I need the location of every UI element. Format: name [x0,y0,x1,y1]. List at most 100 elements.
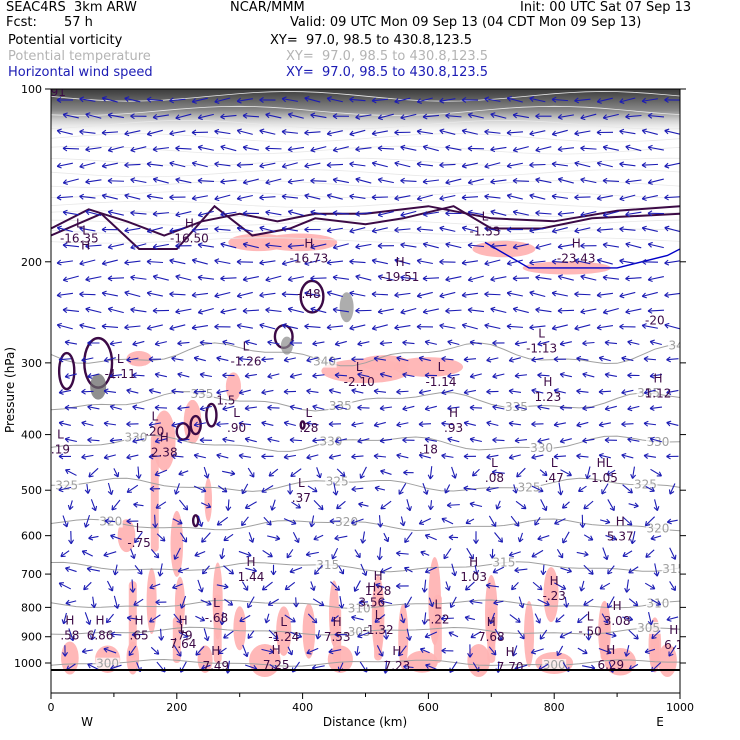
wind-vector-shaft [647,309,665,312]
wind-vector-head [580,242,585,249]
wind-vector [236,194,253,202]
wind-vector-head [461,225,467,232]
wind-vector-head [148,356,154,363]
wind-vector-shaft [372,130,388,135]
wind-vector-shaft [57,129,73,135]
theta-contour-label: 315 [492,556,515,570]
wind-vector-head [132,404,138,411]
wind-vector [261,453,274,460]
wind-vector-head [281,96,287,103]
wind-vector-head [619,195,625,202]
wind-vector-shaft [464,389,476,394]
wind-vector-head [242,210,248,217]
wind-vector [537,372,550,379]
theta-label-bg [645,522,670,535]
wind-vector [259,128,276,135]
wind-vector-shaft [130,308,147,313]
wind-vector [602,242,619,249]
wind-vector [535,243,552,250]
wind-vector [400,177,417,184]
wind-vector-shaft [439,291,456,297]
wind-vector-head [351,388,357,394]
wind-vector [447,339,460,346]
wind-vector-shaft [396,422,409,426]
wind-vector-head [126,356,132,363]
theta-contour-label: 335 [329,399,352,413]
wind-vector-head [62,522,69,528]
wind-vector-shaft [619,260,636,264]
wind-vector [84,484,91,494]
extremum-value: -16.73 [290,251,329,265]
wind-vector [130,243,147,250]
wind-vector-head [220,178,226,185]
wind-vector-head [574,227,580,234]
extremum-type: L [538,327,545,341]
wind-vector [512,243,529,250]
wind-vector-shaft [509,454,521,459]
wind-vector [506,96,523,103]
wind-vector-head [265,242,271,249]
wind-vector-shaft [641,163,659,166]
wind-vector-head [130,146,136,153]
wind-vector-head [214,226,219,233]
wind-vector-shaft [486,357,499,362]
wind-vector-shaft [529,291,546,298]
wind-vector-shaft [642,98,658,102]
wind-vector-shaft [113,468,119,478]
theta-contour-label: 325 [55,478,78,492]
wind-vector [446,502,460,509]
wind-vector [585,466,591,480]
wind-vector-shaft [312,405,325,410]
wind-vector [531,421,544,428]
wind-vector [247,467,255,478]
wind-vector-shaft [220,211,237,216]
wind-vector [621,389,634,395]
wind-vector [87,437,100,443]
wind-vector-head [175,242,180,249]
theta-contour-strat [51,190,680,199]
wind-vector-shaft [85,308,102,314]
theta-contour-300 [51,658,680,667]
theta-contour-label: 315 [316,558,339,572]
wind-vector-head [535,274,541,281]
wind-vector [326,96,343,103]
extremum-type: L [434,598,441,612]
wind-vector [664,225,680,233]
extremum-value: -.48 [297,287,320,301]
wind-vector-shaft [244,373,258,377]
wind-vector [68,530,75,545]
wind-vector-shaft [513,484,517,494]
wind-vector-shaft [223,533,234,541]
wind-vector [261,389,274,395]
wind-vector-shaft [259,129,276,135]
wind-vector [224,598,234,606]
wind-vector-head [576,453,582,460]
wind-vector [312,437,325,444]
wind-vector-shaft [506,131,524,134]
wind-vector-shaft [349,260,366,264]
wind-vector [132,340,145,347]
extremum-value: .19 [51,443,70,457]
y-tick-label: 100 [21,83,42,96]
wind-vector-shaft [108,211,124,216]
wind-vector-head [130,113,135,120]
wind-vector-head [222,436,228,443]
wind-vector [236,258,254,265]
wind-vector [508,454,521,460]
wind-vector [179,499,189,511]
wind-vector-shaft [417,291,433,297]
wind-vector [353,580,361,592]
wind-vector-head [133,501,139,508]
wind-vector [577,647,588,655]
wind-vector [289,373,302,379]
wind-vector [326,193,343,200]
wind-vector [574,160,591,168]
wind-vector [156,533,166,542]
wind-vector-shaft [558,275,574,281]
wind-vector [281,162,298,169]
wind-vector-shaft [130,276,147,280]
wind-vector-shaft [110,534,122,540]
wind-vector-head [101,323,107,330]
wind-vector-shaft [469,502,483,508]
wind-vector-shaft [562,501,570,509]
